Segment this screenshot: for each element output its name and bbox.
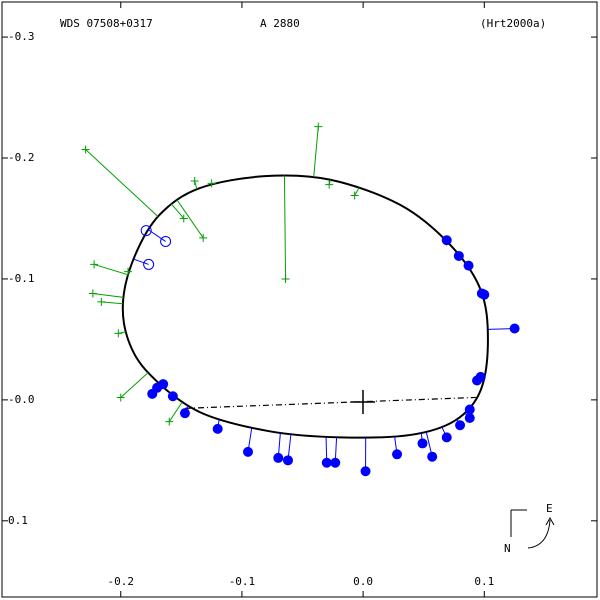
line-of-nodes	[184, 396, 476, 409]
residual-line	[92, 292, 124, 298]
observation	[360, 466, 371, 477]
observation	[417, 438, 428, 449]
observation	[325, 180, 334, 189]
observation	[88, 289, 97, 298]
observation	[464, 413, 475, 424]
observation	[114, 329, 123, 338]
reference: (Hrt2000a)	[480, 17, 546, 30]
observation	[464, 404, 475, 415]
y-tick-label: 0.1	[8, 514, 28, 527]
observation	[90, 260, 99, 269]
observation	[167, 391, 178, 402]
observation	[97, 297, 106, 306]
observation	[321, 457, 332, 468]
observation	[455, 420, 466, 431]
residual-line	[133, 258, 149, 265]
observation	[314, 122, 323, 131]
observation	[190, 176, 199, 185]
observation	[207, 179, 216, 188]
y-tick-label: -0.0	[8, 393, 35, 406]
observation	[427, 451, 438, 462]
observation	[453, 250, 464, 261]
chart-subtitle: A 2880	[260, 17, 300, 30]
observation	[147, 388, 158, 399]
y-tick-label: -0.1	[8, 272, 35, 285]
observation	[441, 235, 452, 246]
observation	[472, 375, 483, 386]
chart-title: WDS 07508+0317	[60, 17, 153, 30]
observation	[509, 323, 520, 334]
x-tick-label: -0.2	[108, 575, 135, 588]
observation	[281, 274, 290, 283]
x-tick-label: 0.0	[353, 575, 373, 588]
residual-line	[145, 230, 148, 232]
observation	[143, 258, 155, 270]
observation	[282, 455, 293, 466]
observation	[441, 432, 452, 443]
residual-line	[283, 175, 287, 279]
observation	[350, 191, 359, 200]
residual-line	[93, 263, 129, 276]
observation	[124, 267, 133, 276]
residual-line	[313, 126, 319, 178]
orbit	[121, 174, 489, 439]
observation	[330, 457, 341, 468]
observation	[463, 260, 474, 271]
residual-line	[176, 199, 204, 239]
compass-east: E	[546, 502, 553, 515]
observation	[179, 214, 188, 223]
compass-arrow	[527, 519, 551, 549]
compass	[510, 509, 555, 549]
observation	[165, 417, 174, 426]
x-tick-label: -0.1	[229, 575, 256, 588]
residual-line	[354, 187, 360, 196]
observation	[199, 233, 208, 242]
observation	[479, 289, 490, 300]
observation	[179, 408, 190, 419]
residual-line	[120, 372, 149, 398]
observation	[242, 446, 253, 457]
observation	[212, 423, 223, 434]
y-tick-label: -0.2	[8, 151, 35, 164]
observation	[81, 145, 90, 154]
x-tick-label: 0.1	[474, 575, 494, 588]
observation	[160, 235, 172, 247]
compass-arrow-head	[545, 516, 555, 526]
observation	[140, 225, 152, 237]
residual-line	[85, 149, 159, 217]
compass-north: N	[504, 542, 511, 555]
residual-line	[168, 401, 183, 422]
residual-line	[170, 203, 185, 219]
observation	[273, 452, 284, 463]
observation	[116, 393, 125, 402]
y-tick-label: -0.3	[8, 30, 35, 43]
observation	[392, 449, 403, 460]
